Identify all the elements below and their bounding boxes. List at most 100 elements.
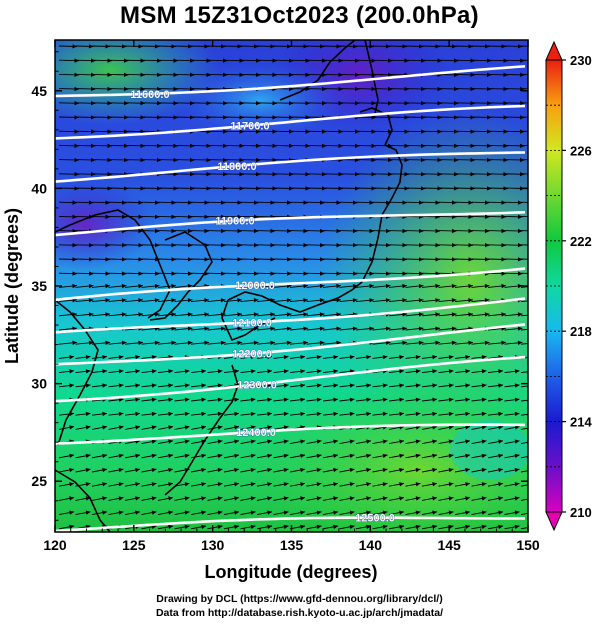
wind-vector bbox=[520, 144, 528, 147]
wind-vector-head bbox=[237, 271, 242, 276]
wind-vector-head bbox=[382, 482, 388, 487]
wind-vector-head bbox=[201, 425, 206, 430]
wind-vector-head bbox=[366, 482, 371, 487]
height-contour bbox=[55, 104, 526, 140]
wind-vector-head bbox=[498, 453, 503, 458]
wind-vector-head bbox=[151, 383, 157, 388]
wind-vector-head bbox=[468, 243, 473, 248]
wind-vector-head bbox=[385, 271, 391, 276]
wind-vector-head bbox=[283, 496, 289, 501]
wind-vector-head bbox=[399, 510, 404, 515]
wind-vector-head bbox=[435, 312, 440, 317]
wind-vector-head bbox=[270, 326, 275, 331]
wind-vector-head bbox=[88, 243, 94, 248]
wind-vector-head bbox=[234, 369, 239, 374]
y-tick-label: 30 bbox=[31, 376, 47, 392]
wind-vector-head bbox=[283, 439, 289, 444]
wind-vector-head bbox=[352, 44, 358, 49]
wind-vector-head bbox=[138, 271, 143, 276]
wind-vector-head bbox=[250, 411, 256, 417]
wind-vector-head bbox=[451, 214, 457, 219]
wind-vector-head bbox=[118, 482, 124, 487]
wind-vector-head bbox=[250, 453, 256, 458]
wind-vector-head bbox=[250, 439, 256, 444]
wind-vector-head bbox=[536, 115, 541, 119]
wind-vector-head bbox=[333, 397, 338, 402]
wind-vector-head bbox=[385, 298, 391, 303]
wind-vector-head bbox=[283, 397, 289, 402]
wind-vector-head bbox=[154, 200, 160, 205]
wind-vector-head bbox=[234, 510, 239, 515]
wind-vector bbox=[520, 314, 528, 317]
wind-vector bbox=[520, 427, 528, 430]
wind-vector-head bbox=[536, 87, 541, 91]
wind-vector-head bbox=[184, 411, 190, 417]
wind-vector-head bbox=[514, 425, 520, 430]
wind-vector-head bbox=[399, 439, 404, 444]
wind-vector-head bbox=[88, 271, 94, 276]
wind-vector-head bbox=[88, 340, 94, 346]
wind-vector-head bbox=[303, 312, 308, 317]
wind-vector-head bbox=[316, 439, 322, 444]
wind-vector-head bbox=[448, 510, 454, 515]
wind-vector-head bbox=[85, 453, 91, 458]
wind-vector-head bbox=[267, 524, 272, 529]
wind-vector-head bbox=[135, 425, 140, 430]
wind-vector-head bbox=[102, 482, 107, 487]
wind-vector-head bbox=[204, 214, 209, 219]
wind-vector-head bbox=[283, 453, 289, 458]
wind-vector-head bbox=[88, 283, 94, 289]
wind-vector-head bbox=[369, 326, 374, 331]
wind-vector-head bbox=[402, 228, 407, 234]
wind-vector-head bbox=[187, 257, 193, 262]
contour-label: 11900.0 bbox=[215, 216, 254, 228]
wind-vector-head bbox=[217, 467, 223, 473]
wind-vector-head bbox=[418, 326, 424, 331]
wind-vector-head bbox=[385, 243, 391, 248]
wind-vector-head bbox=[435, 200, 440, 205]
wind-vector-head bbox=[531, 398, 536, 402]
wind-vector-head bbox=[531, 525, 536, 529]
wind-vector-head bbox=[501, 214, 506, 219]
wind-vector-head bbox=[72, 312, 77, 317]
wind-vector-head bbox=[69, 467, 74, 473]
height-contour bbox=[55, 151, 526, 183]
wind-vector-head bbox=[253, 257, 259, 262]
wind-vector-head bbox=[435, 340, 440, 346]
wind-vector-head bbox=[399, 411, 404, 417]
wind-vector-head bbox=[168, 411, 173, 417]
wind-vector-head bbox=[171, 271, 176, 276]
wind-vector-head bbox=[154, 228, 160, 234]
wind-vector-head bbox=[432, 383, 437, 388]
wind-vector bbox=[520, 215, 528, 218]
wind-vector-head bbox=[105, 257, 110, 262]
height-contour bbox=[55, 297, 526, 334]
wind-vector-head bbox=[514, 482, 520, 487]
x-tick-label: 150 bbox=[516, 537, 540, 553]
colorbar-tick-label: 214 bbox=[570, 415, 592, 430]
wind-vector-head bbox=[465, 397, 470, 402]
wind-vector-head bbox=[418, 312, 424, 317]
wind-vector-head bbox=[253, 214, 259, 219]
wind-vector-head bbox=[85, 496, 91, 501]
wind-vector-head bbox=[187, 200, 193, 205]
wind-vector-head bbox=[333, 369, 338, 374]
height-contours: 11600.0 11700.0 11800.0 11900.0 12000.0 12100… bbox=[55, 65, 526, 532]
wind-vector-head bbox=[187, 326, 193, 331]
wind-vector-head bbox=[283, 524, 289, 529]
wind-vector-head bbox=[468, 228, 473, 234]
wind-vector-head bbox=[418, 283, 424, 289]
wind-vector-head bbox=[201, 510, 206, 515]
wind-vector-head bbox=[382, 524, 388, 529]
wind-vector-head bbox=[201, 496, 206, 501]
wind-vector-head bbox=[514, 467, 520, 473]
wind-vector bbox=[520, 328, 528, 331]
wind-vector-head bbox=[187, 214, 193, 219]
wind-vector-head bbox=[501, 312, 506, 317]
wind-vector-head bbox=[88, 214, 94, 219]
wind-vector-head bbox=[517, 326, 523, 331]
wind-vector-head bbox=[531, 510, 536, 514]
wind-vector-head bbox=[220, 228, 226, 234]
wind-vector-head bbox=[468, 200, 473, 205]
wind-vector-head bbox=[234, 411, 239, 417]
